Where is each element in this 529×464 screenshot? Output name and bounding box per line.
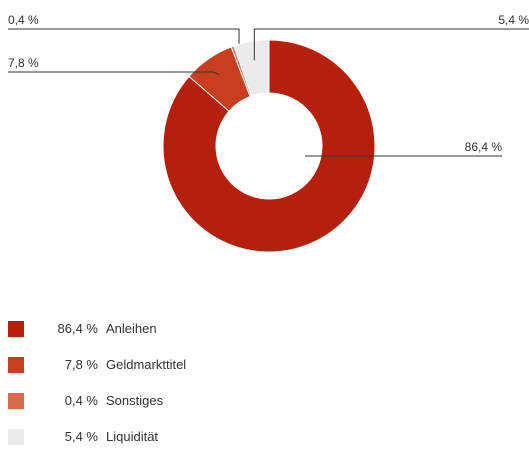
callout-line-3 bbox=[253, 28, 529, 61]
legend-percentage: 0,4 % bbox=[64, 393, 98, 408]
legend-item-anleihen: 86,4 % Anleihen bbox=[8, 320, 186, 338]
legend-label: Sonstiges bbox=[106, 393, 164, 408]
legend-swatch bbox=[8, 357, 24, 373]
legend-swatch bbox=[8, 393, 24, 409]
legend-label: Liquidität bbox=[106, 429, 159, 444]
data-label-1: 7,8 % bbox=[8, 56, 39, 70]
callout-line-1 bbox=[8, 71, 220, 76]
legend-item-geldmarkttitel: 7,8 % Geldmarkttitel bbox=[8, 356, 186, 374]
callout-line-2 bbox=[8, 28, 240, 65]
slice-0 bbox=[162, 39, 376, 253]
legend-item-sonstiges: 0,4 % Sonstiges bbox=[8, 392, 186, 410]
legend-label: Geldmarkttitel bbox=[106, 357, 187, 372]
legend-label: Anleihen bbox=[106, 321, 157, 336]
data-label-3: 5,4 % bbox=[498, 13, 529, 27]
legend-swatch bbox=[8, 321, 24, 337]
data-label-2: 0,4 % bbox=[8, 13, 39, 27]
slice-3 bbox=[233, 39, 270, 97]
chart-legend: 86,4 % Anleihen 7,8 % Geldmarkttitel 0,4… bbox=[8, 320, 186, 464]
legend-percentage: 7,8 % bbox=[64, 357, 98, 372]
data-label-0: 86,4 % bbox=[465, 140, 503, 154]
donut-chart: 86,4 % 7,8 % 0,4 % 5,4 % bbox=[8, 13, 529, 253]
legend-item-liquiditaet: 5,4 % Liquidität bbox=[8, 428, 186, 446]
legend-percentage: 86,4 % bbox=[57, 321, 98, 336]
legend-swatch bbox=[8, 429, 24, 445]
legend-percentage: 5,4 % bbox=[64, 429, 98, 444]
